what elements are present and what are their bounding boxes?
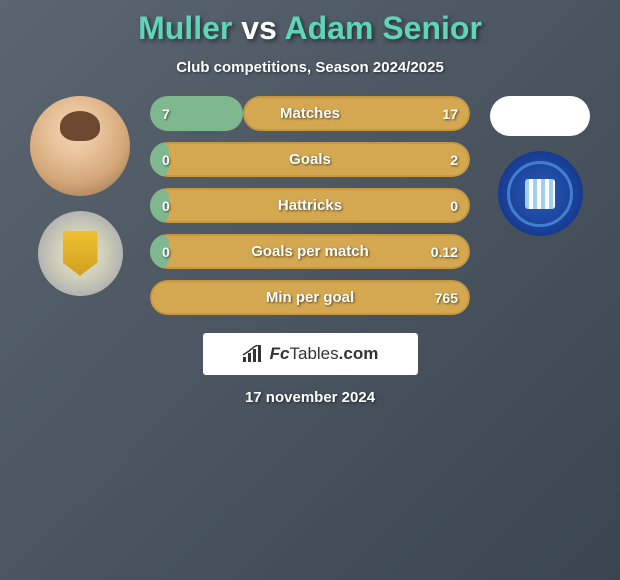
- stat-value-right: 0.12: [431, 244, 458, 260]
- stat-label: Min per goal: [266, 289, 354, 306]
- stat-value-left: 0: [162, 198, 170, 214]
- stat-value-right: 0: [450, 198, 458, 214]
- player2-column: [490, 96, 590, 236]
- brand-text: FcTables.com: [270, 344, 379, 364]
- stat-value-right: 2: [450, 152, 458, 168]
- page-title: Muller vs Adam Senior: [138, 10, 482, 47]
- stat-label: Goals per match: [251, 243, 369, 260]
- stat-value-right: 17: [442, 106, 458, 122]
- chart-icon: [242, 345, 264, 363]
- vs-text: vs: [241, 10, 277, 46]
- subtitle: Club competitions, Season 2024/2025: [176, 59, 444, 76]
- stat-bar-right: [243, 96, 470, 131]
- player2-avatar: [490, 96, 590, 136]
- stat-row: 0 Goals 2: [150, 142, 470, 177]
- player2-name: Adam Senior: [285, 10, 482, 46]
- stat-row: 0 Goals per match 0.12: [150, 234, 470, 269]
- player1-name: Muller: [138, 10, 232, 46]
- player1-column: [30, 96, 130, 296]
- stat-row: Min per goal 765: [150, 280, 470, 315]
- branding-logo: FcTables.com: [203, 333, 418, 375]
- stat-row: 7 Matches 17: [150, 96, 470, 131]
- stats-column: 7 Matches 17 0 Goals 2 0 Hattricks 0 0 Goals per m…: [150, 96, 470, 315]
- stat-value-right: 765: [435, 290, 458, 306]
- player2-club-crest: [498, 151, 583, 236]
- stat-row: 0 Hattricks 0: [150, 188, 470, 223]
- stat-value-left: 0: [162, 244, 170, 260]
- player1-club-crest: [38, 211, 123, 296]
- comparison-card: Muller vs Adam Senior Club competitions,…: [0, 0, 620, 416]
- stat-label: Goals: [289, 151, 331, 168]
- main-area: 7 Matches 17 0 Goals 2 0 Hattricks 0 0 Goals per m…: [0, 96, 620, 315]
- date: 17 november 2024: [245, 389, 375, 406]
- stat-value-left: 0: [162, 152, 170, 168]
- player1-avatar: [30, 96, 130, 196]
- stat-value-left: 7: [162, 106, 170, 122]
- stat-label: Matches: [280, 105, 340, 122]
- stat-label: Hattricks: [278, 197, 342, 214]
